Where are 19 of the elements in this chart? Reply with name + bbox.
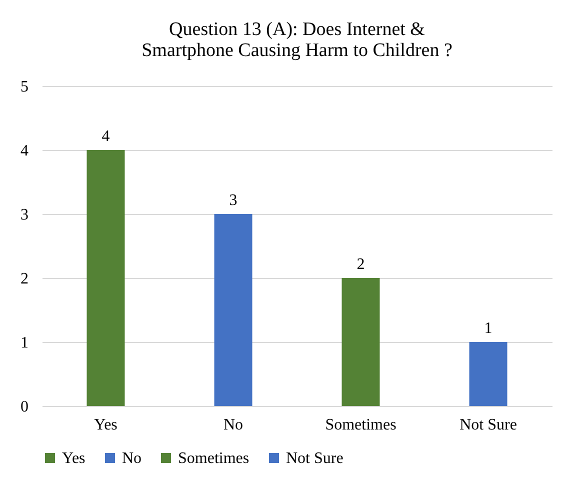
data-label: 4 [102,128,110,145]
x-tick-label: Sometimes [325,416,396,434]
y-tick-label: 3 [20,206,28,224]
y-tick-label: 1 [20,334,28,352]
data-label: 1 [484,320,492,337]
x-tick-label: Yes [94,416,118,434]
legend-label: No [122,450,142,467]
y-tick-label: 2 [20,270,28,288]
y-tick-label: 0 [20,398,28,416]
legend-label: Not Sure [286,450,344,467]
x-tick-label: Not Sure [460,416,517,434]
data-label: 3 [229,192,238,209]
x-tick-label: No [223,416,244,434]
legend-label: Yes [62,450,86,467]
y-tick-label: 5 [20,78,28,96]
y-tick-label: 4 [20,142,28,160]
chart-title: Question 13 (A): Does Internet & Smartphone Causing Harm to Children ? [142,19,452,61]
legend-label: Sometimes [178,450,250,467]
data-label: 2 [356,256,365,273]
